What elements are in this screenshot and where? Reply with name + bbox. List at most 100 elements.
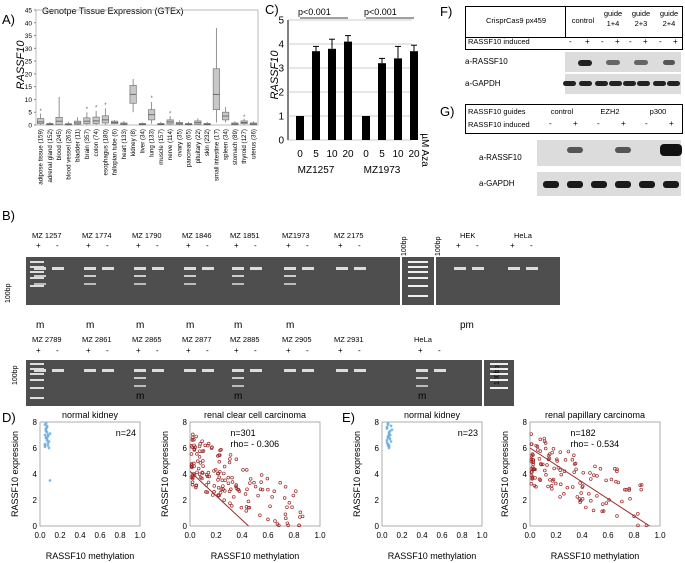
scatter-point [48,432,52,436]
ytick-label: 6 [523,444,528,453]
box-outlier: * [95,106,98,112]
xtick-label: 0.4 [416,531,428,540]
scatter-point [221,471,226,476]
scatter-point [212,484,217,488]
plot-frame [381,421,483,527]
scatter-point [543,441,548,445]
scatter-point [228,501,232,505]
ladder-band [30,266,44,268]
tissue-label: esophagus (180) [102,129,109,175]
scatter-point [298,510,303,515]
xtick-label: 0.2 [210,531,222,540]
gtex-boxplot: Genotpe Tissue Expression (GTEx) RASSF10… [15,6,259,185]
scatter-point [591,508,596,513]
gtex-ylabel: RASSF10 [15,40,27,90]
gel-band [134,377,146,379]
scatter-point [566,449,571,454]
gel-band [184,275,196,277]
scatter-point [272,489,277,494]
scatter-point [609,477,614,482]
tissue-label: skin (232) [204,129,211,156]
plus-label: + [286,346,291,355]
gel-band [52,267,64,270]
ladder-label: 100bp [12,365,19,385]
xtick-label: 0.4 [236,531,248,540]
scatter-point [282,496,287,500]
scatter-point [194,434,198,439]
scatter-point [581,484,585,488]
sample-label: MZ 2905 [282,335,312,344]
ytick-label: 6 [183,444,188,453]
f-blot1-label: a-RASSF10 [465,57,508,66]
scatter-point [201,464,205,468]
gel-band [232,275,244,277]
scatter-point [283,512,288,517]
scatter-plots: normal kidney RASSF10 methylation RASSF10 … [10,410,666,561]
sample-label: MZ 2789 [32,335,62,344]
scatter-point [530,477,534,481]
scatter-xlabel: RASSF10 methylation [211,551,300,561]
xtick-label: 0.6 [436,531,448,540]
scatter-point [197,472,202,476]
sample-label: MZ 2175 [334,231,364,240]
scatter-point [190,445,194,449]
scatter-point [639,483,644,487]
scatter-point [217,460,222,464]
sample-label: MZ 1257 [32,231,62,240]
gel-band [416,377,428,379]
minus-label: - [358,241,361,250]
gel-band [250,267,262,270]
xtick-label: 0.4 [576,531,588,540]
tissue-label: bladder (11) [75,129,82,162]
gapdh-band [543,181,559,188]
scatter-point [259,473,264,477]
xtick-label: 0.6 [602,531,614,540]
scatter-point [283,484,288,489]
scatter-point [532,467,537,472]
scatter-point [205,474,210,479]
gapdh-band [653,81,666,86]
scatter-point [47,446,51,450]
gapdh-band [623,81,636,86]
ytick-label: 5 [278,16,284,27]
xtick-label: 0.0 [184,531,196,540]
scatter-point [278,480,282,485]
regression-line [189,471,249,527]
gel-band [336,369,348,372]
ladder-band [408,277,428,279]
xtick-label: 0 [297,149,303,160]
methylation-status: m [418,391,427,402]
xtick-label: 0.8 [114,531,126,540]
gel-band [232,283,244,285]
sign-cell: + [643,37,648,46]
scatter-point [615,467,619,471]
group-label-1: MZ1257 [298,165,335,176]
rassf10-band [606,60,620,65]
ytick-label: 0 [278,136,284,147]
scatter-ylabel: RASSF10 expression [352,431,362,517]
scatter-point [44,436,48,439]
scatter-point [385,441,389,445]
scatter-point [219,487,224,491]
scatter-point [539,462,543,466]
gel-band [84,267,96,270]
gel-band [202,267,214,270]
ladder-band [30,397,44,399]
scatter-point [578,481,582,485]
gel-band [152,369,164,372]
scatter-point [552,466,556,471]
f-blot2-label: a-GAPDH [465,79,501,88]
scatter-point [555,459,559,463]
plot-frame [189,421,321,527]
scatter-point [530,470,534,474]
gel-band [84,275,96,277]
minus-label: - [106,346,109,355]
scatter-point [223,478,227,483]
minus-label: - [56,241,59,250]
scatter-title: normal kidney [62,410,119,420]
minus-label: - [306,241,309,250]
scatter-point [575,495,580,499]
box-outlier: * [243,115,246,121]
scatter-point [290,505,294,510]
scatter-point [44,421,48,425]
